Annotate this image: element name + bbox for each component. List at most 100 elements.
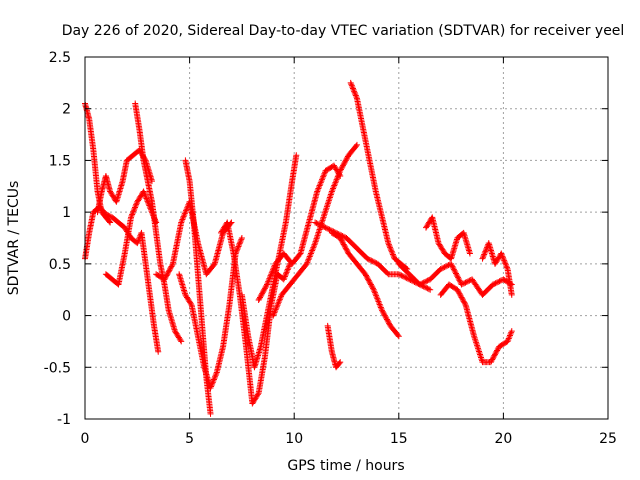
data-point xyxy=(274,302,281,309)
data-point xyxy=(482,247,489,254)
data-point xyxy=(369,284,376,291)
data-point xyxy=(450,266,457,273)
data-point xyxy=(317,181,324,188)
data-point xyxy=(442,263,449,270)
data-point xyxy=(493,279,500,286)
data-point xyxy=(162,275,169,282)
data-point xyxy=(128,214,135,221)
series-sat-e xyxy=(132,100,185,345)
data-point xyxy=(308,249,315,256)
data-point xyxy=(337,359,344,366)
data-point xyxy=(330,228,337,235)
data-point xyxy=(161,276,168,283)
data-point xyxy=(353,141,360,148)
data-point xyxy=(482,248,489,255)
data-point xyxy=(142,194,149,201)
data-point xyxy=(106,218,113,225)
data-point xyxy=(336,169,343,176)
data-point xyxy=(168,263,175,270)
data-point xyxy=(457,293,464,300)
data-point xyxy=(310,244,317,251)
data-point xyxy=(383,316,390,323)
data-point xyxy=(285,265,292,272)
data-point xyxy=(209,380,216,387)
data-point xyxy=(362,271,369,278)
data-point xyxy=(342,157,349,164)
data-point xyxy=(283,270,290,277)
x-axis-label: GPS time / hours xyxy=(287,458,404,474)
data-point xyxy=(284,267,291,274)
data-point xyxy=(385,241,392,248)
series-sat-s xyxy=(437,281,515,366)
data-point xyxy=(181,210,188,217)
data-point xyxy=(321,170,328,177)
data-point xyxy=(369,285,376,292)
data-point xyxy=(389,251,396,258)
data-point xyxy=(282,272,289,279)
data-point xyxy=(327,227,334,234)
data-point xyxy=(349,85,356,92)
data-point xyxy=(424,285,431,292)
data-point xyxy=(145,201,152,208)
data-point xyxy=(459,297,466,304)
data-point xyxy=(267,272,274,279)
data-point xyxy=(133,201,140,208)
data-point xyxy=(276,297,283,304)
data-point xyxy=(180,213,187,220)
data-point xyxy=(389,250,396,257)
data-point xyxy=(236,242,243,249)
x-tick-label: 0 xyxy=(81,431,90,447)
y-tick-label: 0 xyxy=(62,309,71,325)
data-point xyxy=(335,231,342,238)
data-point xyxy=(502,261,509,268)
data-point xyxy=(323,225,330,232)
data-point xyxy=(397,271,404,278)
data-point xyxy=(418,280,425,287)
data-point xyxy=(340,161,347,168)
data-point xyxy=(479,255,486,262)
data-point xyxy=(304,257,311,264)
data-point xyxy=(462,300,469,307)
data-point xyxy=(338,165,345,172)
data-point xyxy=(336,170,343,177)
data-point xyxy=(379,307,386,314)
data-point xyxy=(390,252,397,259)
data-point xyxy=(334,173,341,180)
marks-layer xyxy=(82,79,515,417)
data-point xyxy=(270,311,277,318)
data-point xyxy=(499,253,506,260)
data-point xyxy=(130,207,137,214)
data-point xyxy=(350,86,357,93)
data-point xyxy=(403,275,410,282)
data-point xyxy=(309,247,316,254)
y-axis-label: SDTVAR / TECUs xyxy=(6,181,22,296)
data-point xyxy=(500,254,507,261)
data-point xyxy=(387,244,394,251)
data-point xyxy=(506,332,513,339)
data-point xyxy=(140,188,147,195)
data-point xyxy=(238,236,245,243)
data-point xyxy=(349,84,356,91)
data-point xyxy=(285,263,292,270)
data-point xyxy=(419,280,426,287)
data-point xyxy=(365,277,372,284)
x-tick-label: 20 xyxy=(494,431,512,447)
data-point xyxy=(314,188,321,195)
data-point xyxy=(448,262,455,269)
data-point xyxy=(348,82,355,89)
data-point xyxy=(265,278,272,285)
data-point xyxy=(423,278,430,285)
data-point xyxy=(169,262,176,269)
data-point xyxy=(342,245,349,252)
data-point xyxy=(335,172,342,179)
data-point xyxy=(325,225,332,232)
data-point xyxy=(370,258,377,265)
data-point xyxy=(376,301,383,308)
data-point xyxy=(351,88,358,95)
data-point xyxy=(366,278,373,285)
data-point xyxy=(133,200,140,207)
data-point xyxy=(466,250,473,257)
y-tick-label: -0.5 xyxy=(44,360,71,376)
data-point xyxy=(272,306,279,313)
data-point xyxy=(167,264,174,271)
